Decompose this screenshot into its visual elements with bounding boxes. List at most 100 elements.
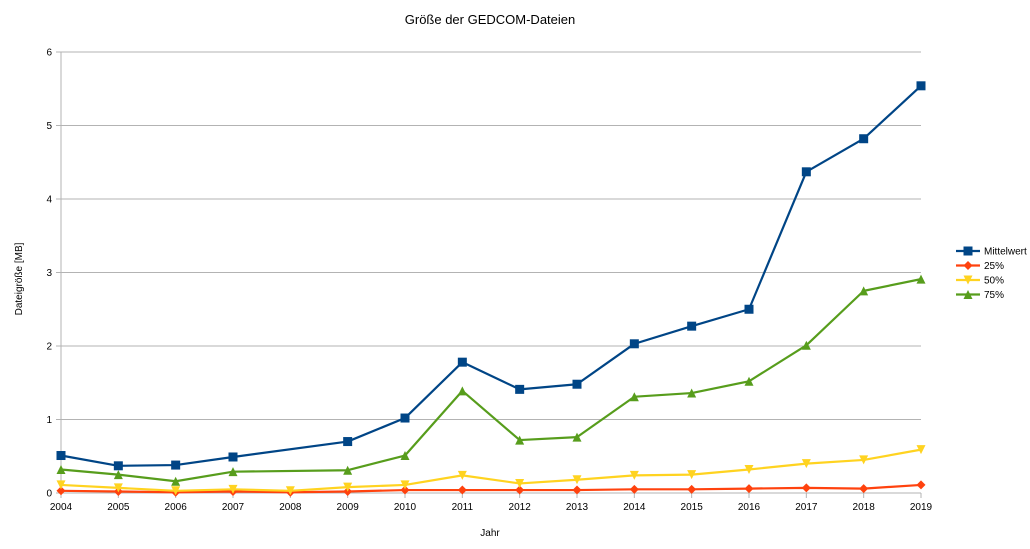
data-point-75pct xyxy=(228,467,238,477)
data-point-50pct xyxy=(228,484,238,494)
data-point-mittelwert xyxy=(744,304,754,314)
y-tick-label: 1 xyxy=(46,415,52,426)
data-point-75pct xyxy=(113,470,123,480)
data-point-50pct xyxy=(113,483,123,493)
data-point-mittelwert xyxy=(515,384,525,394)
series-line-50pct xyxy=(60,448,922,492)
x-tick-label: 2019 xyxy=(910,502,933,513)
x-tick-label: 2007 xyxy=(222,502,245,513)
x-tick-label: 2005 xyxy=(107,502,130,513)
x-tick-label: 2018 xyxy=(853,502,876,513)
series-mittelwert xyxy=(56,81,926,471)
data-point-75pct xyxy=(572,432,582,442)
data-point-25pct xyxy=(572,485,582,495)
data-point-75pct xyxy=(801,340,811,350)
series-line-25pct xyxy=(60,483,922,494)
data-point-50pct xyxy=(687,470,697,480)
data-point-mittelwert xyxy=(629,339,639,349)
data-point-75pct xyxy=(859,286,869,296)
x-tick-label: 2014 xyxy=(623,502,646,513)
y-tick-label: 0 xyxy=(46,489,52,500)
legend: Mittelwert 25% 50% 75% xyxy=(956,246,1027,301)
x-tick-labels: 2004 2005 2006 2007 2008 2009 2010 2011 2012 2013… xyxy=(50,502,933,513)
data-point-50pct xyxy=(171,486,181,496)
data-point-25pct xyxy=(859,484,869,494)
series-group xyxy=(56,81,926,497)
data-point-50pct xyxy=(56,480,66,490)
data-point-mittelwert xyxy=(572,379,582,389)
data-point-25pct xyxy=(687,484,697,494)
data-point-25pct xyxy=(400,485,410,495)
data-point-mittelwert xyxy=(400,413,410,423)
data-point-75pct xyxy=(629,392,639,402)
legend-swatch-marker xyxy=(963,275,973,285)
data-point-25pct xyxy=(457,485,467,495)
x-tick-label: 2012 xyxy=(509,502,532,513)
legend-label: Mittelwert xyxy=(984,247,1027,258)
legend-item-50pct: 50% xyxy=(956,275,1004,287)
y-tick-labels: 0 1 2 3 4 5 6 xyxy=(46,48,52,500)
y-tick-label: 4 xyxy=(46,195,52,206)
legend-item-mittelwert: Mittelwert xyxy=(956,246,1027,258)
y-tick-label: 6 xyxy=(46,48,52,59)
data-point-50pct xyxy=(859,455,869,465)
data-point-75pct xyxy=(744,376,754,386)
data-point-mittelwert xyxy=(228,452,238,462)
x-tick-label: 2013 xyxy=(566,502,589,513)
y-tick-label: 5 xyxy=(46,121,52,132)
legend-label: 75% xyxy=(984,290,1004,301)
x-tick-label: 2010 xyxy=(394,502,417,513)
legend-swatch-marker xyxy=(963,246,973,256)
x-tick-label: 2009 xyxy=(337,502,360,513)
x-tick-label: 2006 xyxy=(165,502,188,513)
axes xyxy=(60,52,922,498)
data-point-75pct xyxy=(171,476,181,486)
data-point-mittelwert xyxy=(457,357,467,367)
x-tick-label: 2015 xyxy=(681,502,704,513)
x-tick-label: 2017 xyxy=(795,502,818,513)
data-point-mittelwert xyxy=(56,451,66,461)
legend-item-75pct: 75% xyxy=(956,290,1004,301)
data-point-75pct xyxy=(56,464,66,474)
data-point-25pct xyxy=(56,486,66,496)
data-point-25pct xyxy=(916,480,926,490)
data-point-50pct xyxy=(801,459,811,469)
data-point-75pct xyxy=(515,435,525,445)
data-point-mittelwert xyxy=(113,461,123,471)
series-25pct xyxy=(56,480,926,497)
data-point-50pct xyxy=(457,470,467,480)
legend-swatch-marker xyxy=(963,290,973,299)
data-point-75pct xyxy=(687,388,697,398)
series-line-75pct xyxy=(60,278,922,483)
data-point-50pct xyxy=(400,480,410,490)
legend-item-25pct: 25% xyxy=(956,261,1004,272)
y-tick-label: 3 xyxy=(46,268,52,279)
data-point-mittelwert xyxy=(859,134,869,144)
data-point-25pct xyxy=(515,485,525,495)
y-tick-label: 2 xyxy=(46,342,52,353)
x-tick-label: 2016 xyxy=(738,502,761,513)
chart-title: Größe der GEDCOM-Dateien xyxy=(405,12,576,27)
x-tick-label: 2004 xyxy=(50,502,73,513)
data-point-75pct xyxy=(400,451,410,461)
data-point-mittelwert xyxy=(171,460,181,470)
data-point-25pct xyxy=(744,484,754,494)
data-point-25pct xyxy=(629,484,639,494)
x-tick-label: 2008 xyxy=(279,502,302,513)
legend-label: 50% xyxy=(984,276,1004,287)
x-tick-label: 2011 xyxy=(452,502,474,513)
series-50pct xyxy=(56,445,926,496)
data-point-mittelwert xyxy=(687,321,697,331)
legend-swatch-marker xyxy=(963,261,973,270)
data-point-75pct xyxy=(457,386,467,396)
data-point-75pct xyxy=(343,465,353,475)
data-point-75pct xyxy=(916,274,926,284)
data-point-50pct xyxy=(916,445,926,455)
series-75pct xyxy=(56,274,926,486)
data-point-50pct xyxy=(744,464,754,474)
data-point-mittelwert xyxy=(916,81,926,91)
data-point-50pct xyxy=(572,475,582,485)
data-point-mittelwert xyxy=(801,167,811,177)
